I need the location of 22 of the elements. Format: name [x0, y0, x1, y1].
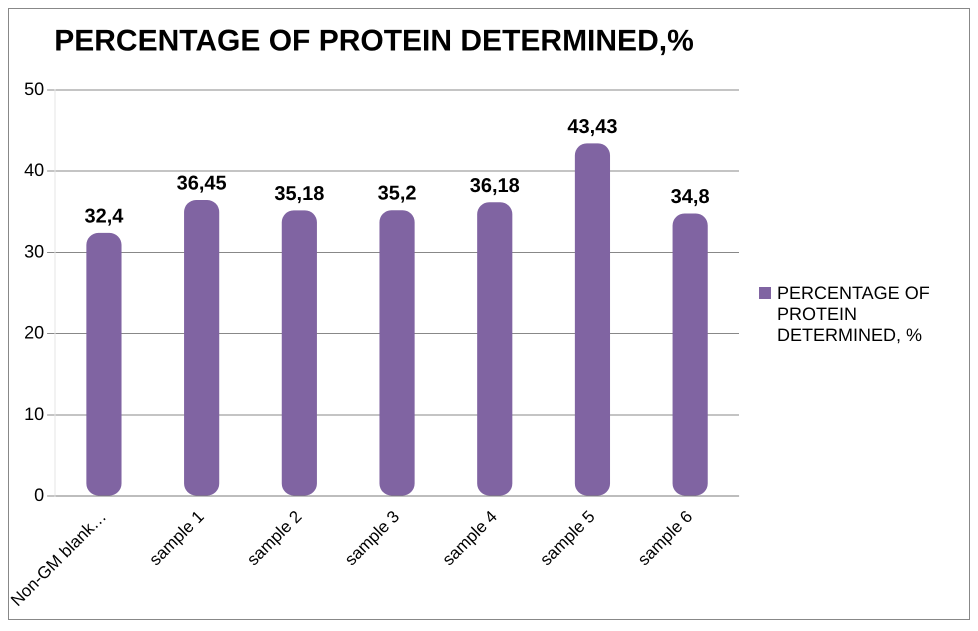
y-tick-label: 20: [24, 322, 44, 343]
bar: [379, 210, 415, 496]
bar: [672, 213, 708, 496]
data-label: 35,2: [378, 182, 417, 205]
bar: [184, 200, 220, 496]
data-label: 32,4: [84, 205, 124, 228]
data-label: 36,45: [176, 172, 227, 195]
chart-title: PERCENTAGE OF PROTEIN DETERMINED,%: [54, 24, 694, 58]
data-label: 43,43: [567, 116, 618, 138]
data-label: 36,18: [470, 174, 520, 197]
data-label: 34,8: [670, 186, 710, 208]
data-label: 35,18: [274, 182, 324, 205]
bar: [282, 210, 317, 496]
bar: [477, 202, 512, 496]
y-tick-label: 50: [24, 78, 44, 99]
y-tick-label: 0: [34, 485, 44, 506]
y-tick-label: 30: [24, 241, 44, 262]
bar: [86, 232, 122, 496]
bar: [574, 143, 610, 496]
y-tick-label: 40: [24, 160, 44, 180]
legend-label: PERCENTAGE OF PROTEIN DETERMINED, %: [777, 282, 931, 346]
y-tick-label: 10: [24, 404, 44, 424]
